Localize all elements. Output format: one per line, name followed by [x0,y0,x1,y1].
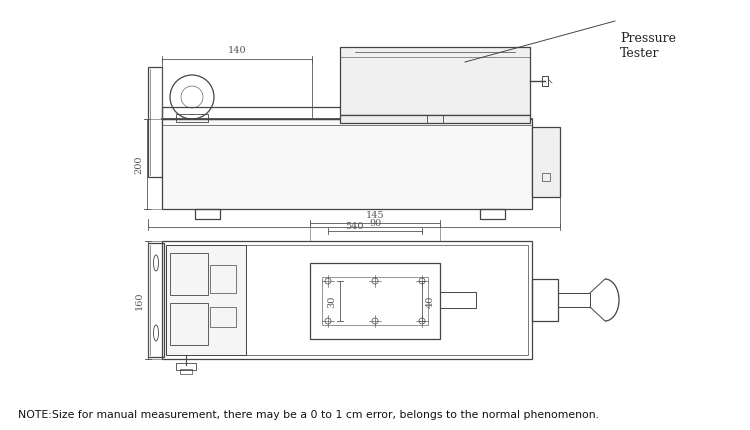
Bar [180,369,192,374]
Bar [148,68,162,178]
Bar [162,108,352,120]
Bar [210,265,236,293]
Bar [427,116,443,124]
Text: 30: 30 [327,295,336,307]
Bar [195,209,220,219]
Bar [542,77,548,87]
Bar [558,293,590,307]
Bar [340,116,530,124]
Bar [166,246,246,355]
Bar [340,48,530,116]
Bar [166,246,528,355]
Bar [210,307,236,327]
Text: 160: 160 [135,291,144,310]
Bar [170,253,208,295]
Bar [148,243,164,357]
Text: 200: 200 [134,155,143,174]
Bar [310,264,440,339]
Bar [542,174,550,181]
Bar [532,128,560,197]
Bar [385,111,391,117]
Bar [176,363,196,370]
Text: NOTE:Size for manual measurement, there may be a 0 to 1 cm error, belongs to the: NOTE:Size for manual measurement, there … [18,409,599,419]
Text: 90: 90 [369,218,381,227]
Bar [162,241,532,359]
Bar [532,280,558,321]
Bar [176,115,208,123]
Bar [440,292,476,308]
Bar [480,209,505,219]
Bar [162,120,532,209]
Text: 140: 140 [228,46,246,55]
Bar [322,277,428,325]
Text: 145: 145 [366,211,384,219]
Bar [371,109,381,119]
Bar [170,303,208,345]
Text: 540: 540 [345,221,363,230]
Text: Pressure
Tester: Pressure Tester [620,32,676,60]
Text: 40: 40 [426,295,435,307]
